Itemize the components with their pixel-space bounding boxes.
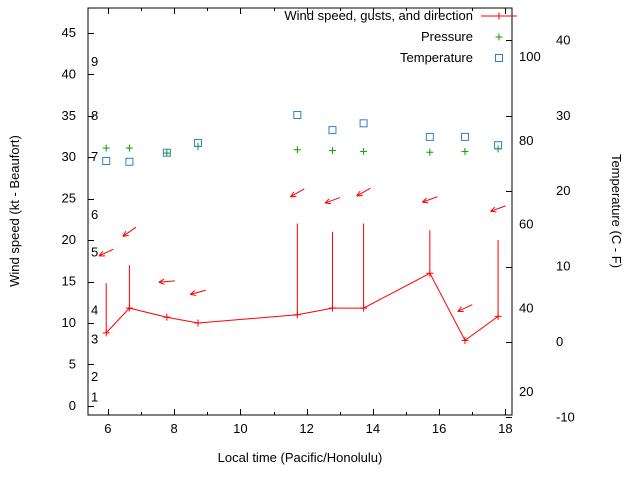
- beaufort-label: 2: [91, 369, 98, 384]
- legend-label-wind: Wind speed, gusts, and direction: [284, 8, 473, 23]
- beaufort-label: 8: [91, 108, 98, 123]
- data-series: [98, 111, 506, 344]
- fahrenheit-label: 60: [519, 217, 533, 232]
- beaufort-label: 7: [91, 149, 98, 164]
- beaufort-label: 1: [91, 390, 98, 405]
- beaufort-label: 9: [91, 54, 98, 69]
- fahrenheit-label: 40: [519, 300, 533, 315]
- fahrenheit-label: 20: [519, 384, 533, 399]
- celsius-tick-label: 30: [556, 108, 570, 123]
- kt-tick-label: 35: [62, 108, 76, 123]
- legend: Wind speed, gusts, and direction Pressur…: [284, 8, 473, 65]
- x-tick-label: 18: [498, 421, 512, 436]
- series-points-square: [102, 111, 503, 166]
- kt-tick-label: 20: [62, 232, 76, 247]
- x-tick-label: 16: [432, 421, 446, 436]
- celsius-tick-label: -10: [556, 409, 575, 424]
- kt-tick-label: 0: [69, 398, 76, 413]
- axes-and-ticks: 6 8 10 12 14 16 18051015202530354045123456789-…: [62, 7, 575, 436]
- kt-tick-label: 45: [62, 25, 76, 40]
- beaufort-label: 5: [91, 245, 98, 260]
- x-tick-label: 10: [233, 421, 247, 436]
- legend-markers: [481, 12, 517, 62]
- fahrenheit-label: 100: [519, 49, 541, 64]
- kt-tick-label: 25: [62, 191, 76, 206]
- x-tick-label: 6: [104, 421, 111, 436]
- x-tick-label: 12: [299, 421, 313, 436]
- series-points-plus: [102, 142, 502, 157]
- x-tick-label: 8: [171, 421, 178, 436]
- celsius-tick-label: 40: [556, 32, 570, 47]
- legend-marker-pressure: [495, 33, 503, 41]
- kt-tick-label: 15: [62, 274, 76, 289]
- right-axis-title: Temperature (C - F): [609, 154, 624, 268]
- celsius-tick-label: 20: [556, 183, 570, 198]
- legend-marker-temperature: [495, 54, 503, 62]
- kt-tick-label: 40: [62, 66, 76, 81]
- series-wind: [98, 187, 506, 344]
- beaufort-label: 3: [91, 332, 98, 347]
- plot-frame: [87, 7, 513, 418]
- legend-label-pressure: Pressure: [421, 29, 473, 44]
- legend-marker-wind: [481, 12, 517, 20]
- celsius-tick-label: 10: [556, 259, 570, 274]
- kt-tick-label: 30: [62, 149, 76, 164]
- x-axis-title: Local time (Pacific/Honolulu): [218, 450, 383, 465]
- celsius-tick-label: 0: [556, 334, 563, 349]
- kt-tick-label: 10: [62, 315, 76, 330]
- fahrenheit-label: 80: [519, 133, 533, 148]
- left-axis-title: Wind speed (kt - Beaufort): [7, 135, 22, 287]
- kt-tick-label: 5: [69, 356, 76, 371]
- x-tick-label: 14: [366, 421, 380, 436]
- beaufort-label: 4: [91, 303, 98, 318]
- legend-label-temperature: Temperature: [400, 50, 473, 65]
- beaufort-label: 6: [91, 207, 98, 222]
